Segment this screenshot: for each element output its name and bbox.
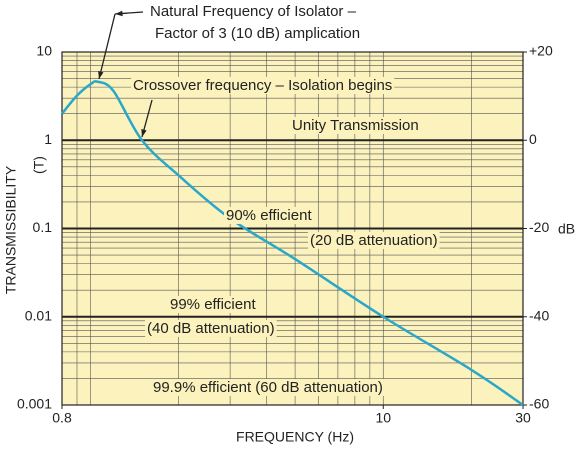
annotation-bg	[290, 116, 421, 134]
y2-tick-label: -60	[529, 396, 549, 412]
plot-frame	[61, 51, 524, 406]
curve	[61, 80, 524, 407]
x-tick-label: 30	[515, 410, 531, 426]
y2-tick-label: -20	[529, 219, 549, 235]
y-tick-label: 10	[36, 43, 52, 59]
arrow-head	[98, 71, 104, 79]
y-tick-label: 0.1	[33, 219, 53, 235]
arrow-head	[141, 129, 147, 137]
x-axis-label: FREQUENCY (Hz)	[236, 429, 354, 445]
annotation: Factor of 3 (10 dB) amplication	[155, 25, 360, 42]
y-tick-label: 1	[44, 131, 52, 147]
annotation-bg	[145, 319, 277, 337]
annotation-bg	[224, 206, 315, 224]
annotation: 99% efficient	[170, 296, 256, 313]
annotation-bg	[131, 76, 395, 94]
x-tick-label: 0.8	[52, 410, 72, 426]
y-axis-sublabel: (T)	[31, 156, 47, 174]
annotation-bg	[308, 231, 440, 249]
annotation: (20 dB attenuation)	[310, 232, 438, 249]
y2-tick-label: 0	[529, 131, 537, 147]
y-tick-label: 0.001	[17, 396, 52, 412]
annotation: Natural Frequency of Isolator –	[150, 3, 357, 20]
annotation: Crossover frequency – Isolation begins	[133, 77, 392, 94]
annotation-bg	[151, 378, 385, 396]
y2-tick-label: -40	[529, 307, 549, 323]
annotation: (40 dB attenuation)	[147, 320, 275, 337]
arrow	[98, 13, 116, 80]
y2-tick-label: +20	[529, 43, 553, 59]
y-axis-label: TRANSMISSIBILITY	[3, 165, 19, 294]
annotation: Unity Transmission	[292, 117, 419, 134]
y2-axis-label: dB	[558, 221, 575, 237]
annotation: 90% efficient	[226, 207, 312, 224]
arrow-head	[115, 10, 123, 17]
annotation-bg	[168, 295, 259, 313]
y-tick-label: 0.01	[25, 307, 52, 323]
annotation: 99.9% efficient (60 dB attenuation)	[153, 379, 383, 396]
x-tick-label: 10	[375, 410, 391, 426]
